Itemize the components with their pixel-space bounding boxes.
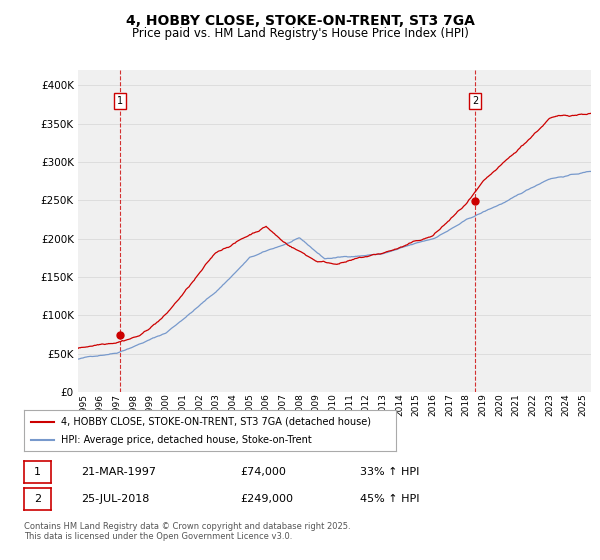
Text: 2: 2	[34, 494, 41, 504]
Text: £74,000: £74,000	[240, 467, 286, 477]
Text: 1: 1	[34, 467, 41, 477]
Text: Contains HM Land Registry data © Crown copyright and database right 2025.
This d: Contains HM Land Registry data © Crown c…	[24, 522, 350, 542]
Text: 4, HOBBY CLOSE, STOKE-ON-TRENT, ST3 7GA: 4, HOBBY CLOSE, STOKE-ON-TRENT, ST3 7GA	[125, 14, 475, 28]
Text: 21-MAR-1997: 21-MAR-1997	[81, 467, 156, 477]
Text: 4, HOBBY CLOSE, STOKE-ON-TRENT, ST3 7GA (detached house): 4, HOBBY CLOSE, STOKE-ON-TRENT, ST3 7GA …	[61, 417, 371, 427]
Text: 2: 2	[472, 96, 479, 106]
Text: 45% ↑ HPI: 45% ↑ HPI	[360, 494, 419, 504]
Text: 33% ↑ HPI: 33% ↑ HPI	[360, 467, 419, 477]
Text: 1: 1	[117, 96, 123, 106]
Text: HPI: Average price, detached house, Stoke-on-Trent: HPI: Average price, detached house, Stok…	[61, 435, 312, 445]
Text: £249,000: £249,000	[240, 494, 293, 504]
Text: 25-JUL-2018: 25-JUL-2018	[81, 494, 149, 504]
Text: Price paid vs. HM Land Registry's House Price Index (HPI): Price paid vs. HM Land Registry's House …	[131, 27, 469, 40]
